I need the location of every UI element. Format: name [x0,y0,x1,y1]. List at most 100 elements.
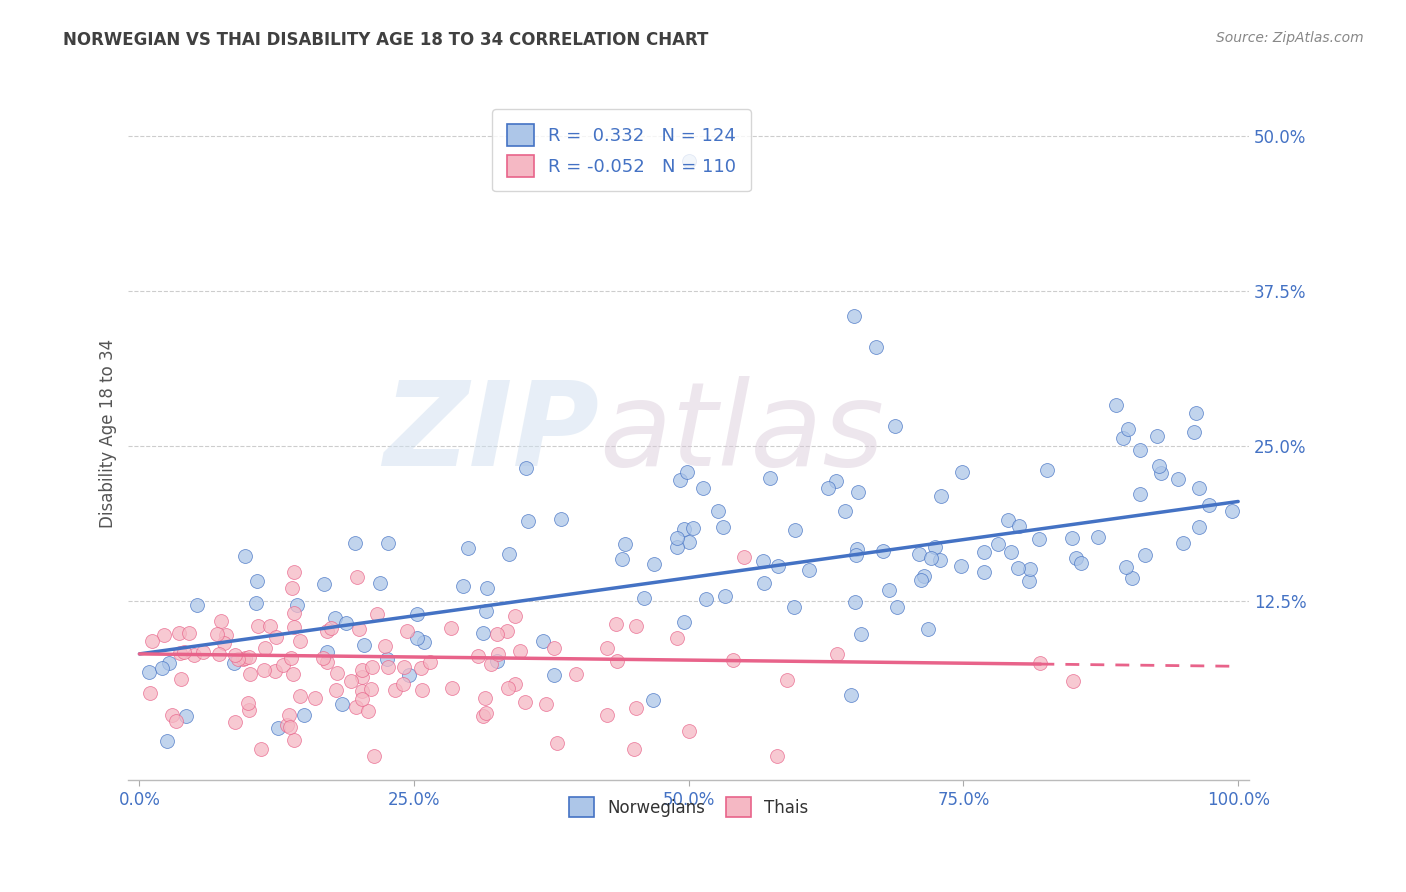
Point [711,520,734,534]
Point [191,645,214,659]
Point [1062,674,1084,689]
Point [1129,443,1152,458]
Point [472,625,495,640]
Point [682,521,704,535]
Point [405,607,427,621]
Point [264,664,287,678]
Point [281,582,304,596]
Point [666,541,689,555]
Point [411,683,433,698]
Point [1029,656,1052,670]
Point [1087,530,1109,544]
Point [155,733,177,747]
Point [254,641,277,656]
Point [283,732,305,747]
Point [1188,520,1211,534]
Point [238,649,260,664]
Point [498,547,520,561]
Point [395,624,418,638]
Point [550,512,572,526]
Point [546,736,568,750]
Point [513,695,536,709]
Point [668,473,690,487]
Point [614,537,637,551]
Point [714,589,737,603]
Point [479,657,502,671]
Point [1036,463,1059,477]
Point [451,579,474,593]
Point [224,656,246,670]
Point [678,723,700,738]
Point [783,523,806,537]
Point [377,660,399,674]
Point [277,708,299,723]
Point [672,615,695,629]
Point [1182,425,1205,439]
Point [1118,422,1140,436]
Point [752,554,775,568]
Point [845,548,868,562]
Point [283,565,305,579]
Point [643,693,665,707]
Point [706,503,728,517]
Point [281,667,304,681]
Point [633,591,655,605]
Point [496,624,519,638]
Point [846,541,869,556]
Point [692,481,714,495]
Point [624,619,647,633]
Point [1070,556,1092,570]
Point [1146,429,1168,443]
Point [472,709,495,723]
Point [1060,531,1083,545]
Point [316,645,339,659]
Point [312,576,335,591]
Point [169,646,191,660]
Point [695,592,717,607]
Point [509,644,531,658]
Point [245,596,267,610]
Point [384,682,406,697]
Point [273,657,295,672]
Point [678,153,700,168]
Point [596,641,619,656]
Point [1008,519,1031,533]
Point [238,696,260,710]
Point [363,748,385,763]
Point [340,673,363,688]
Point [1112,431,1135,445]
Point [205,626,228,640]
Point [138,665,160,680]
Point [1150,466,1173,480]
Point [361,660,384,674]
Point [672,522,695,536]
Point [849,627,872,641]
Point [343,535,366,549]
Point [285,599,308,613]
Point [233,549,256,563]
Point [398,668,420,682]
Point [877,582,900,597]
Point [167,625,190,640]
Point [475,604,498,618]
Point [325,666,347,681]
Point [496,681,519,695]
Point [1104,398,1126,412]
Point [267,721,290,735]
Point [474,706,496,720]
Point [374,639,396,653]
Point [209,614,232,628]
Point [1149,458,1171,473]
Point [226,651,249,665]
Point [238,703,260,717]
Point [917,622,939,636]
Point [352,664,374,678]
Text: Source: ZipAtlas.com: Source: ZipAtlas.com [1216,31,1364,45]
Point [973,545,995,559]
Point [312,651,335,665]
Point [208,648,231,662]
Point [346,570,368,584]
Point [224,648,246,662]
Point [987,537,1010,551]
Point [886,599,908,614]
